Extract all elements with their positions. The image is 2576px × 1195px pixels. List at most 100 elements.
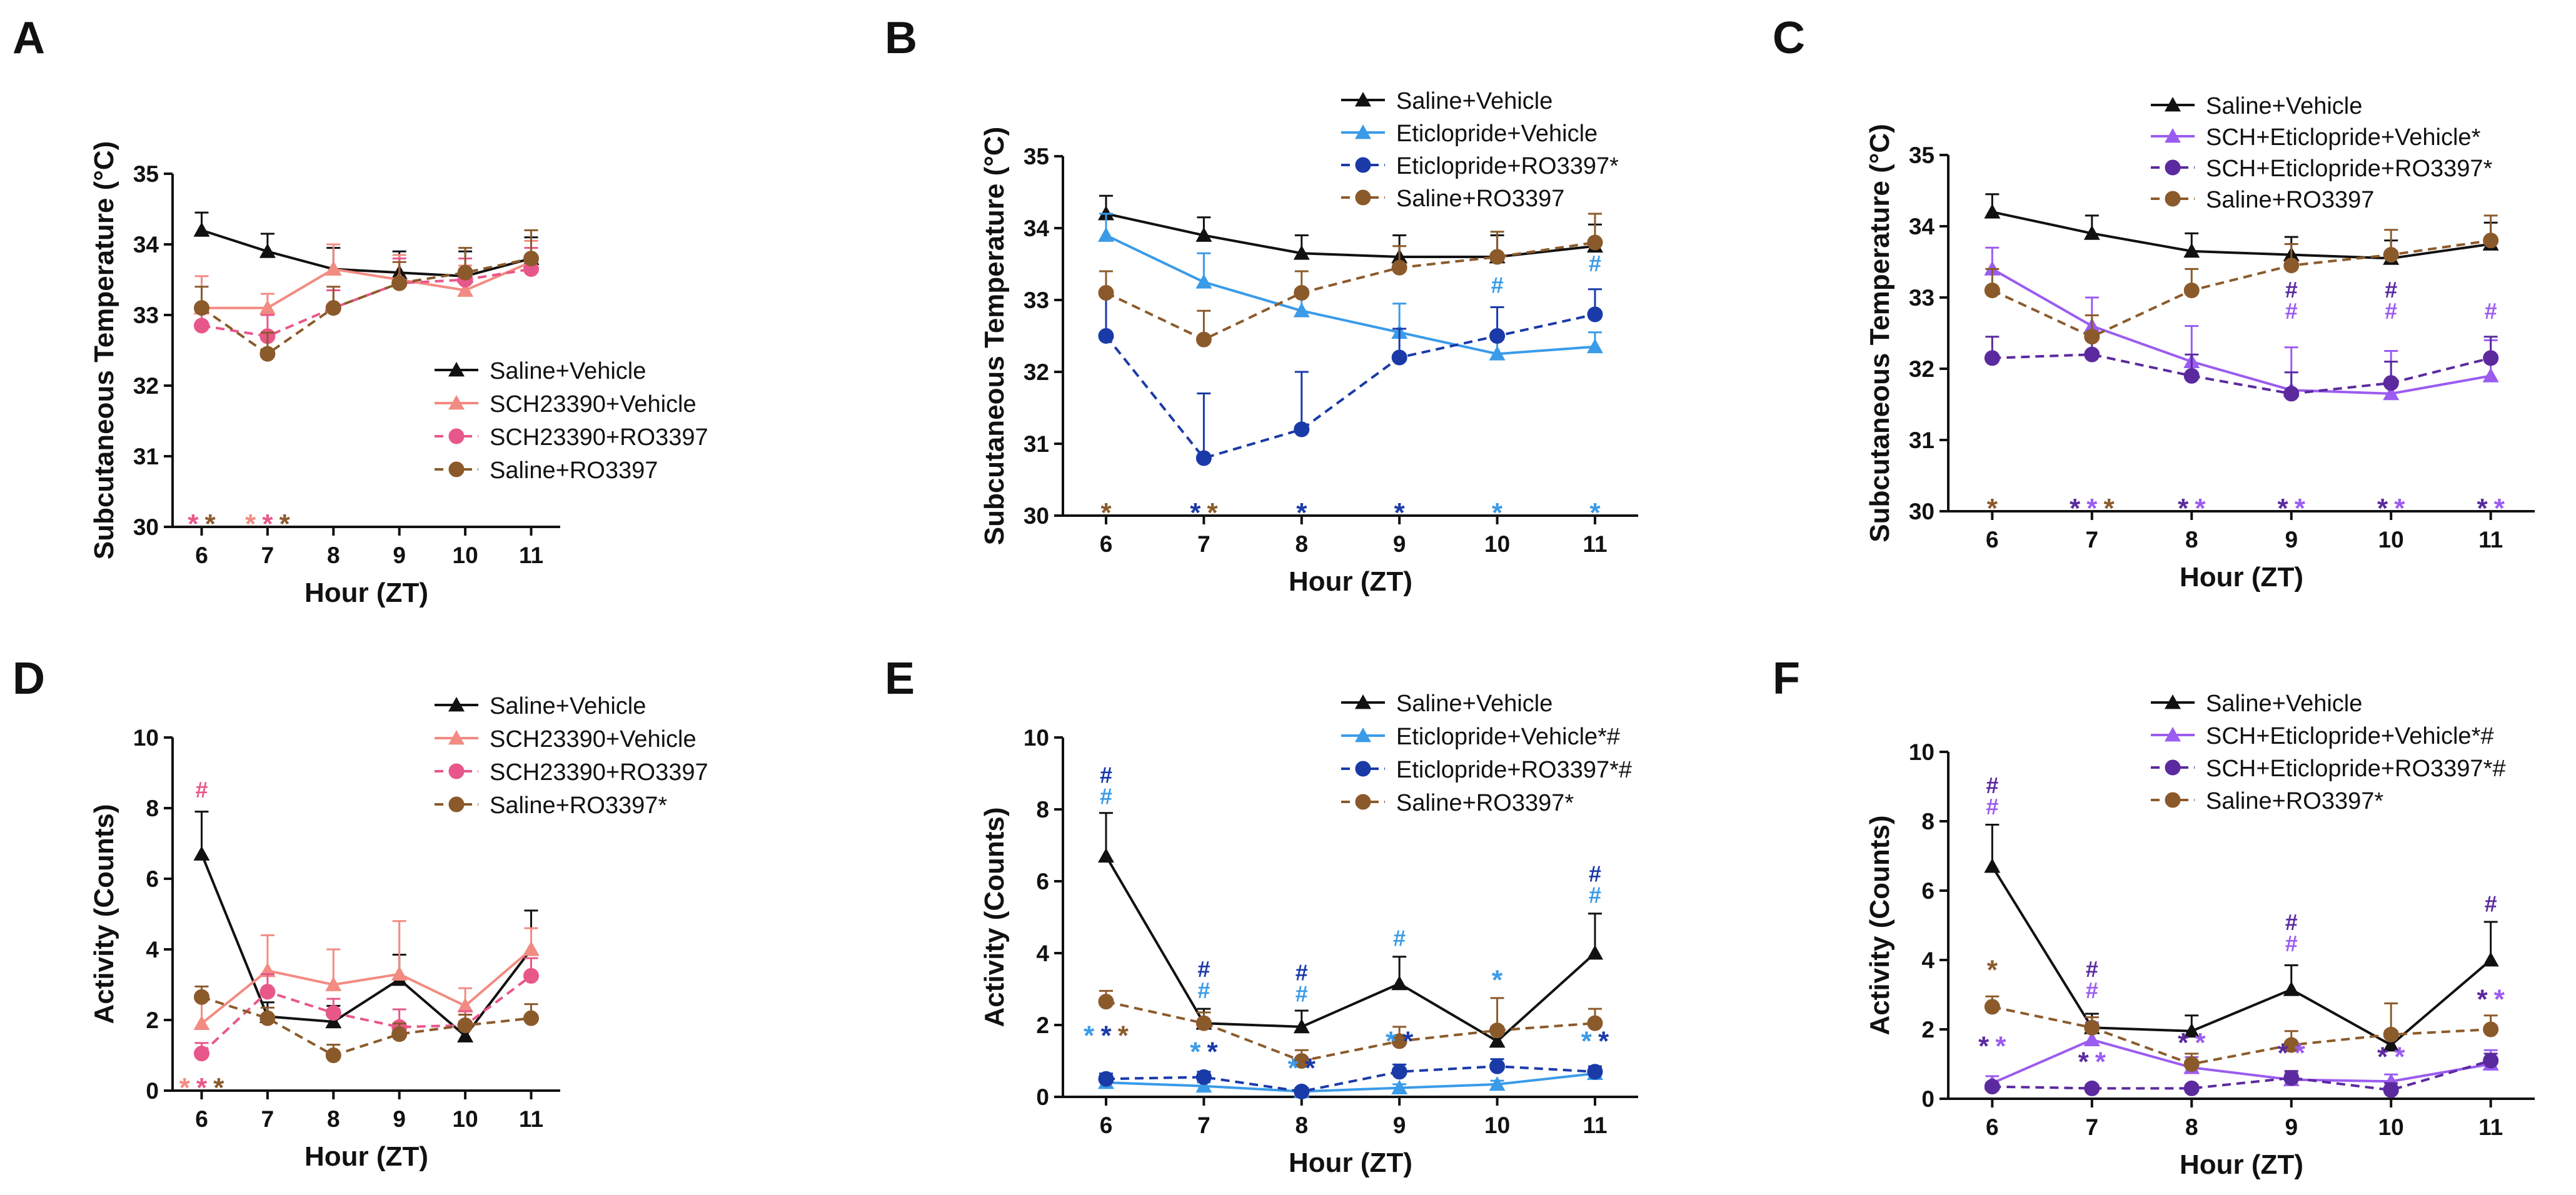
- x-tick-label: 8: [2185, 1114, 2198, 1140]
- significance-hash: #: [2285, 909, 2298, 935]
- data-point: [325, 1048, 341, 1063]
- data-point: [457, 1017, 473, 1033]
- x-tick-label: 6: [1100, 531, 1113, 557]
- series-1: [1984, 824, 2499, 1052]
- legend-marker: [1355, 794, 1371, 810]
- significance-asterisk: *: [2178, 1028, 2189, 1058]
- significance-hash: #: [1986, 772, 1998, 798]
- series-3: [194, 247, 539, 344]
- y-tick-label: 33: [133, 302, 159, 328]
- x-tick-label: 6: [195, 1106, 208, 1132]
- x-tick-label: 6: [1986, 527, 1999, 552]
- data-point: [1391, 1079, 1408, 1095]
- series-3: [1098, 288, 1603, 466]
- data-point: [2084, 1019, 2100, 1036]
- data-point: [2383, 1036, 2400, 1052]
- data-point: [325, 1013, 342, 1029]
- series-line: [1991, 268, 2492, 395]
- series-2: [1984, 1021, 2499, 1090]
- series-line: [1105, 234, 1596, 356]
- legend-marker: [1355, 761, 1371, 777]
- y-tick-label: 33: [1024, 288, 1049, 313]
- legend: Saline+Vehicle Eticlopride+Vehicle Eticlop…: [1341, 88, 1619, 212]
- data-point: [1294, 285, 1310, 301]
- significance-asterisk: *: [2078, 1047, 2090, 1078]
- data-point: [1293, 1018, 1310, 1034]
- series-line: [201, 948, 532, 1025]
- x-axis-label: Hour (ZT): [1289, 1148, 1412, 1178]
- series-line: [200, 853, 533, 1038]
- y-tick-label: 33: [1909, 285, 1935, 311]
- series-line: [1991, 1038, 2491, 1084]
- significance-asterisk: *: [205, 509, 216, 539]
- significance-asterisk: *: [2195, 493, 2206, 524]
- series-2: [1984, 246, 2499, 401]
- data-point: [1294, 421, 1310, 438]
- significance-asterisk: *: [2394, 493, 2405, 524]
- x-tick-label: 9: [393, 1106, 406, 1132]
- x-tick-label: 9: [393, 542, 406, 568]
- data-point: [325, 300, 341, 316]
- y-tick-label: 0: [146, 1078, 159, 1104]
- significance-asterisk: *: [2095, 1047, 2106, 1078]
- x-tick-label: 9: [2285, 527, 2298, 552]
- data-point: [1098, 1071, 1114, 1087]
- legend-label: SCH+Eticlopride+RO3397*: [2206, 156, 2493, 182]
- significance-hash: #: [1491, 272, 1504, 298]
- data-point: [2283, 981, 2300, 996]
- x-axis-label: Hour (ZT): [304, 578, 428, 608]
- significance-asterisk: *: [1492, 498, 1503, 528]
- x-tick-label: 11: [2478, 1114, 2503, 1140]
- panel-a: A 30 31 32 33 34 35 6 7 8 9 10 11 Hour (ZT) Subcutaneo…: [13, 13, 708, 608]
- significance-asterisk: *: [2278, 493, 2289, 524]
- data-point: [1489, 1058, 1506, 1074]
- x-tick-label: 8: [1296, 1112, 1309, 1138]
- legend-marker: [1355, 728, 1371, 742]
- y-axis-label: Subcutaneous Temperature (°C): [1864, 124, 1895, 542]
- data-point: [2383, 385, 2400, 401]
- data-point: [1391, 975, 1408, 991]
- data-point: [1391, 349, 1407, 366]
- legend: Saline+Vehicle SCH23390+Vehicle SCH23390+R…: [435, 358, 708, 484]
- legend-marker: [1355, 92, 1371, 107]
- significance-hash: #: [2385, 277, 2397, 302]
- x-tick-label: 7: [2086, 1114, 2099, 1140]
- legend: Saline+Vehicle SCH+Eticlopride+Vehicle*# S…: [2151, 691, 2506, 814]
- significance-asterisk: *: [1987, 493, 1998, 524]
- y-tick-label: 10: [1909, 739, 1935, 765]
- x-tick-label: 7: [261, 542, 274, 568]
- legend-marker: [448, 697, 465, 712]
- data-point: [1587, 945, 1603, 960]
- significance-hash: #: [2485, 298, 2497, 324]
- significance-asterisk: *: [1100, 1021, 1112, 1051]
- significance-asterisk: *: [2377, 1041, 2388, 1072]
- x-tick-label: 10: [2378, 527, 2404, 552]
- data-point: [1489, 346, 1506, 361]
- significance-asterisk: *: [2178, 493, 2189, 524]
- significance-hash: #: [1393, 926, 1406, 951]
- data-point: [523, 1010, 539, 1026]
- panel-f: F 0 2 4 6 8 10 6 7 8 9 10 11 Hour (ZT) Activity (Count…: [1773, 654, 2535, 1180]
- data-point: [457, 264, 473, 281]
- legend-label: Saline+RO3397: [1396, 186, 1564, 212]
- series-4: [194, 985, 539, 1063]
- x-tick-label: 10: [453, 1106, 478, 1132]
- data-point: [1098, 994, 1114, 1010]
- data-point: [194, 989, 209, 1005]
- data-point: [391, 966, 408, 981]
- significance-asterisk: *: [2477, 493, 2488, 524]
- legend-marker: [2165, 759, 2181, 776]
- legend-marker: [448, 763, 465, 779]
- legend-marker: [1355, 189, 1371, 206]
- y-tick-label: 35: [1024, 144, 1049, 169]
- y-tick-label: 30: [1909, 499, 1935, 524]
- legend-label: SCH23390+Vehicle: [490, 391, 697, 418]
- series-2: [1098, 212, 1603, 361]
- y-tick-label: 34: [1024, 216, 1050, 241]
- data-point: [1587, 1064, 1603, 1080]
- x-tick-label: 10: [1484, 1112, 1510, 1138]
- x-tick-label: 7: [261, 1106, 274, 1132]
- data-point: [2083, 225, 2100, 240]
- data-point: [1293, 302, 1310, 318]
